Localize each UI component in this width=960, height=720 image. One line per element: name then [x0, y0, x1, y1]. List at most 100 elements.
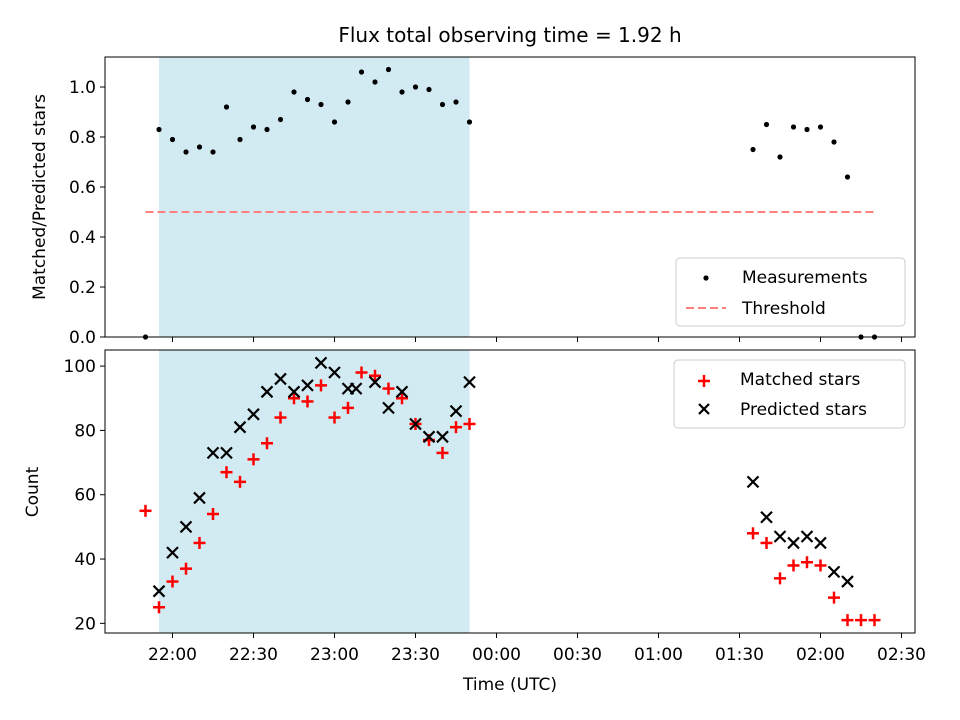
measurement-point: [210, 149, 216, 155]
predicted-star-stroke: [773, 530, 787, 543]
predicted-star-point: [260, 385, 274, 399]
top-observing-window-shade: [159, 57, 470, 337]
matched-star-point: [328, 411, 341, 424]
predicted-star-stroke: [274, 372, 287, 386]
measurement-point: [277, 116, 284, 123]
matched-star-point: [450, 421, 462, 434]
predicted-star-point: [814, 536, 827, 550]
measurement-point: [358, 69, 365, 75]
predicted-star-point: [773, 530, 787, 543]
matched-star-point: [747, 527, 759, 540]
matched-star-point: [220, 466, 233, 479]
predicted-star-point: [787, 536, 800, 550]
legend-measurements-label: Measurements: [742, 268, 868, 288]
x-tick-label: 23:30: [391, 645, 440, 665]
predicted-star-stroke: [247, 408, 260, 421]
matched-star-point: [463, 417, 476, 430]
measurement-point: [817, 124, 824, 130]
predicted-star-point: [233, 420, 247, 434]
predicted-star-stroke: [368, 375, 382, 389]
predicted-star-point: [274, 372, 287, 386]
matched-star-point: [234, 475, 246, 488]
matched-star-point: [301, 395, 314, 408]
measurement-point: [156, 126, 162, 133]
predicted-star-point: [422, 430, 436, 444]
bottom-panel-counts: 20 40 60 80 100 22:00 22:30 23:00 23:30 00:00 00:…: [23, 349, 926, 695]
matched-star-point: [355, 366, 368, 379]
measurement-point: [763, 121, 770, 128]
top-y-tick-label: 0.6: [69, 178, 96, 198]
x-tick-label: 01:00: [634, 645, 683, 665]
predicted-star-point: [152, 584, 166, 598]
predicted-star-stroke: [746, 475, 760, 489]
matched-star-point: [855, 614, 867, 627]
top-legend-box: [675, 257, 906, 327]
top-y-tick-label: 1.0: [69, 78, 96, 98]
measurement-point: [304, 96, 311, 103]
predicted-star-stroke: [206, 446, 220, 460]
measurement-point: [331, 119, 338, 125]
bottom-y-tick-label: 40: [74, 550, 96, 570]
predicted-star-stroke: [827, 565, 841, 579]
measurement-point: [345, 99, 351, 105]
matched-star-point: [814, 559, 827, 572]
matched-star-point: [180, 562, 192, 575]
matched-star-point: [342, 401, 354, 414]
top-y-axis-ticks: 0.0 0.2 0.4 0.6 0.8 1.0: [69, 78, 105, 348]
matched-star-point: [288, 392, 300, 405]
measurement-point: [750, 146, 756, 153]
measurement-point: [264, 126, 270, 133]
predicted-star-point: [436, 430, 449, 444]
matched-star-point: [436, 446, 449, 459]
predicted-star-point: [395, 385, 409, 399]
bottom-y-tick-label: 80: [74, 421, 96, 441]
top-y-tick-label: 0.2: [69, 278, 96, 298]
measurement-point: [466, 119, 473, 125]
predicted-star-stroke: [841, 575, 854, 588]
matched-star-point: [207, 508, 219, 521]
bottom-y-tick-label: 20: [74, 614, 96, 634]
predicted-star-stroke: [409, 417, 422, 431]
matched-star-point: [139, 504, 152, 517]
matched-star-point: [396, 392, 408, 405]
x-tick-label: 01:30: [715, 645, 764, 665]
predicted-star-stroke: [220, 446, 233, 460]
chart-title: Flux total observing time = 1.92 h: [338, 23, 681, 47]
predicted-star-point: [193, 491, 206, 505]
predicted-star-point: [409, 417, 422, 431]
matched-star-point: [774, 572, 786, 585]
predicted-star-point: [463, 375, 476, 389]
top-y-tick-label: 0.8: [69, 128, 96, 148]
bottom-plot-frame: [104, 349, 916, 634]
predicted-star-point: [449, 404, 463, 418]
predicted-star-stroke: [260, 385, 274, 399]
predicted-star-point: [827, 565, 841, 579]
legend-matched-marker: [698, 375, 710, 387]
matched-star-point: [261, 437, 273, 450]
predicted-star-stroke: [395, 385, 409, 399]
legend-predicted-label: Predicted stars: [740, 400, 867, 420]
bottom-y-axis-label: Count: [23, 466, 43, 517]
predicted-star-point: [382, 401, 395, 415]
matched-star-point: [841, 614, 854, 627]
measurement-point: [291, 89, 297, 95]
predicted-star-stroke: [287, 385, 301, 399]
predicted-star-point: [760, 510, 773, 524]
top-y-axis-label: Matched/Predicted stars: [30, 94, 50, 300]
predicted-star-stroke: [760, 510, 773, 524]
predicted-star-stroke: [233, 420, 247, 434]
measurement-point: [844, 174, 851, 180]
top-y-tick-label: 0.4: [69, 228, 96, 248]
x-tick-label: 23:00: [310, 645, 359, 665]
predicted-star-point: [287, 385, 301, 399]
predicted-star-point: [368, 375, 382, 389]
predicted-star-stroke: [166, 546, 179, 559]
measurement-point: [237, 136, 243, 143]
matched-star-point: [787, 559, 800, 572]
bottom-observing-window-shade: [159, 350, 470, 633]
predicted-star-stroke: [193, 491, 206, 505]
x-tick-label: 00:30: [553, 645, 602, 665]
predicted-star-stroke: [301, 379, 314, 392]
predicted-star-point: [328, 366, 341, 379]
